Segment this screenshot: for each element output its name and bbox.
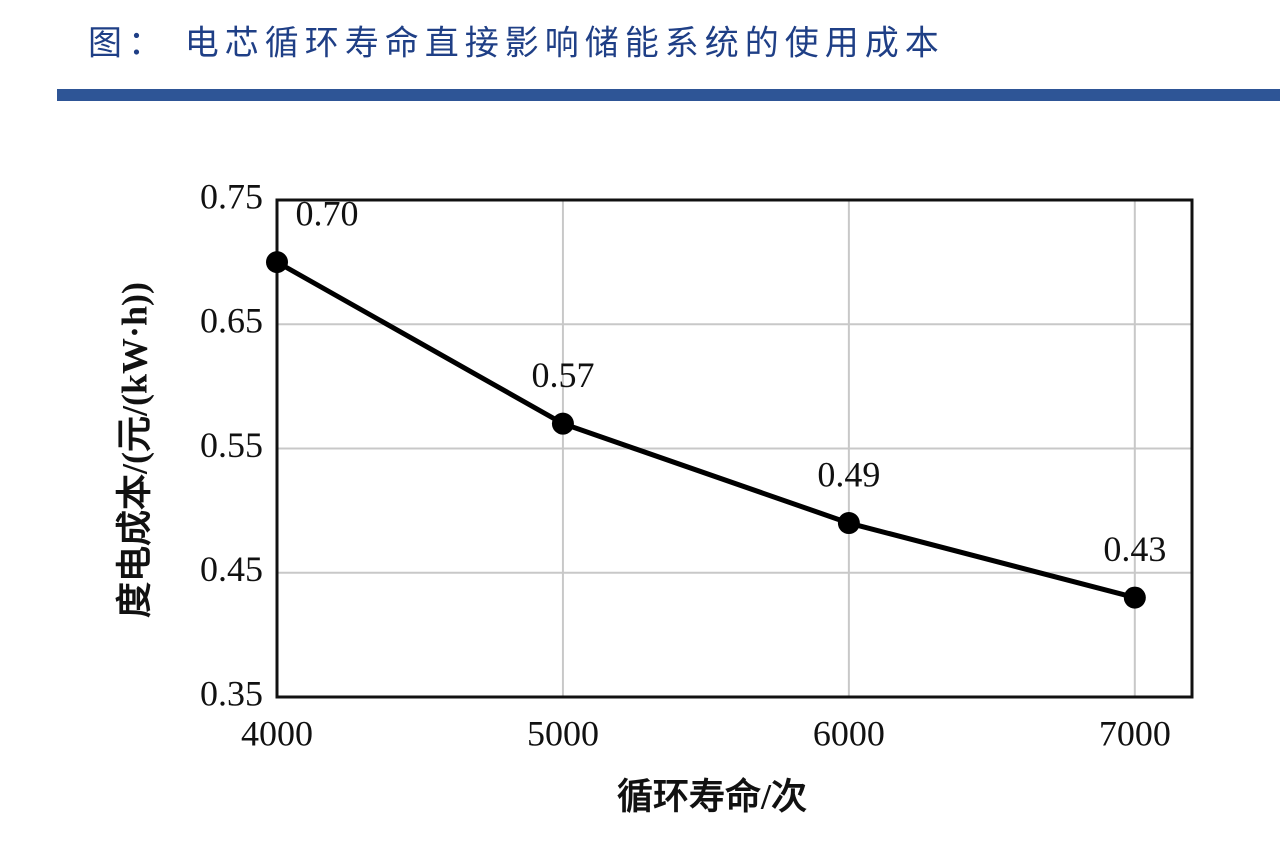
title-rule [57, 89, 1280, 101]
y-tick-label: 0.75 [200, 176, 263, 216]
data-label: 0.49 [817, 454, 880, 494]
x-tick-label: 5000 [527, 713, 599, 753]
y-tick-label: 0.35 [200, 673, 263, 713]
data-point [551, 412, 574, 435]
data-label: 0.70 [296, 193, 359, 233]
plot-frame [275, 198, 1194, 699]
x-tick-label: 4000 [241, 713, 313, 753]
data-label: 0.57 [531, 355, 594, 395]
y-axis-label: 度电成本/(元/(kW·h)) [114, 282, 154, 618]
y-tick-label: 0.55 [200, 425, 263, 465]
data-point [1123, 586, 1146, 609]
data-point [837, 512, 860, 535]
y-tick-label: 0.65 [200, 301, 263, 341]
chart-title: 图： 电芯循环寿命直接影响储能系统的使用成本 [88, 24, 945, 64]
data-point [266, 251, 288, 274]
x-tick-label: 6000 [813, 713, 885, 753]
data-line [275, 259, 1136, 601]
data-label: 0.43 [1103, 529, 1166, 569]
x-axis-label: 循环寿命/次 [617, 775, 807, 816]
y-tick-label: 0.45 [200, 549, 263, 589]
x-tick-label: 7000 [1099, 713, 1171, 753]
